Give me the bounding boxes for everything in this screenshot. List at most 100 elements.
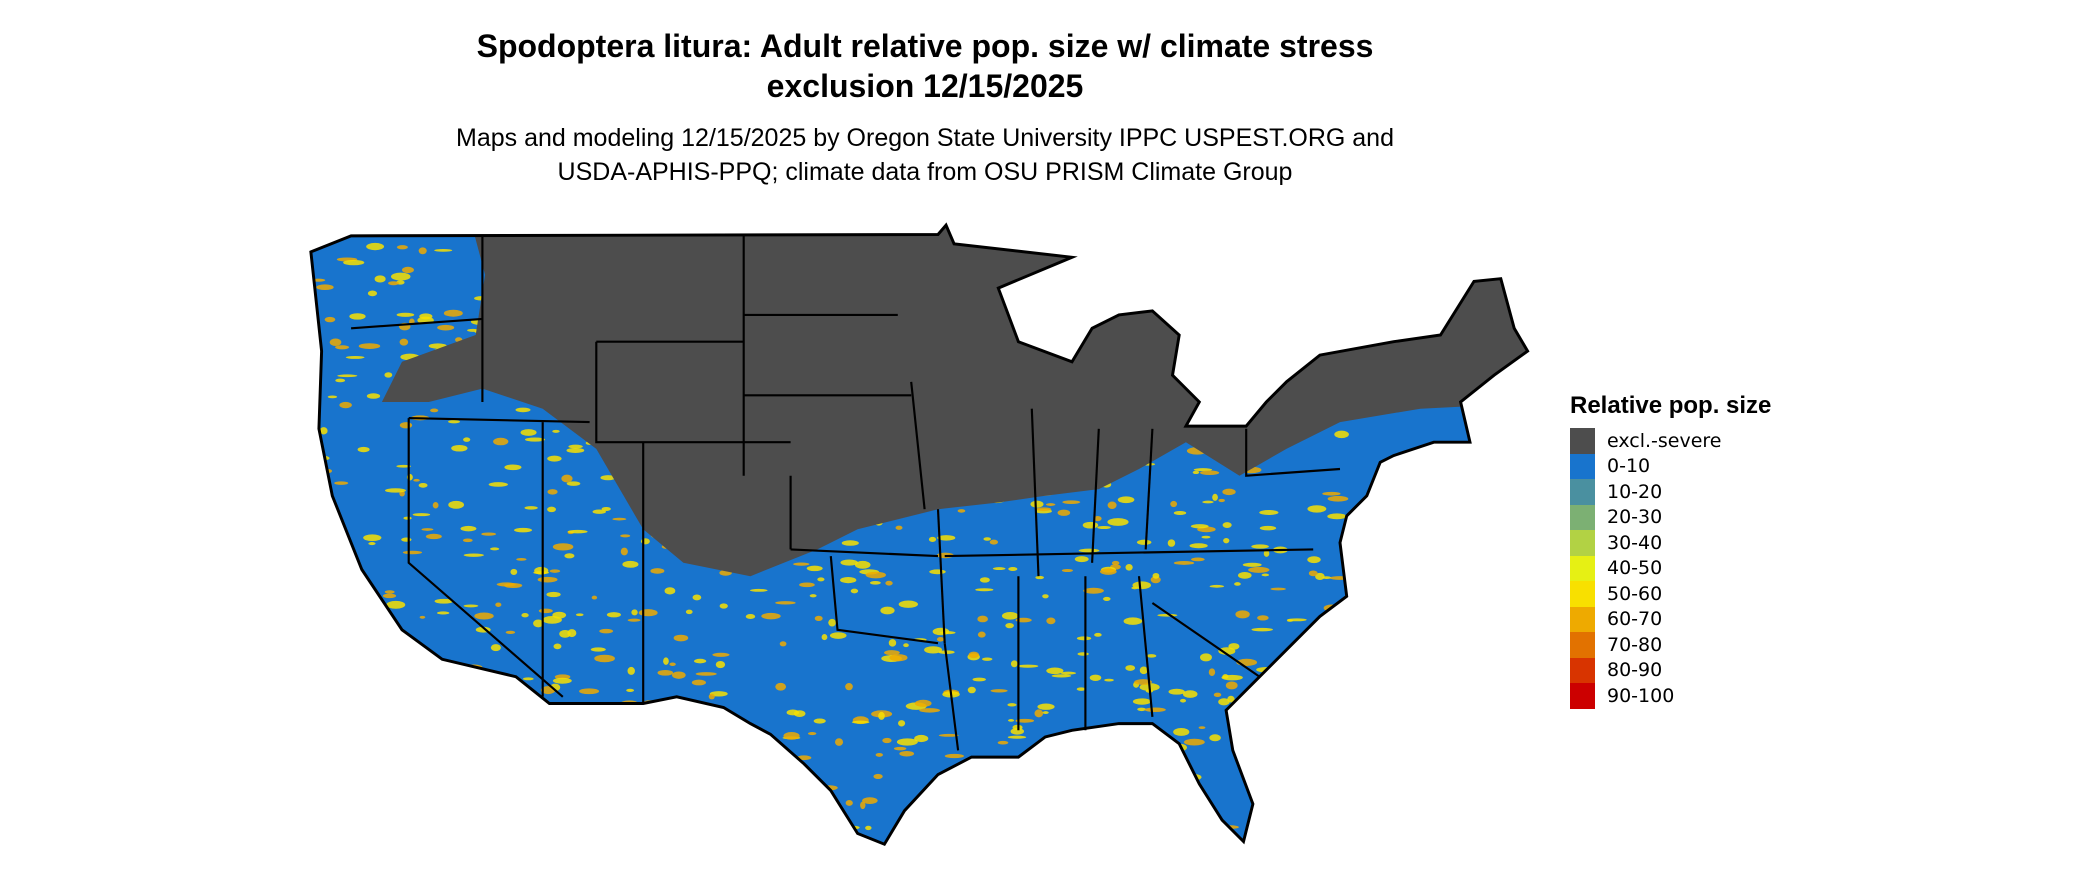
speckle [957, 509, 966, 513]
speckle [1141, 831, 1156, 838]
speckle [814, 615, 823, 622]
legend-swatch [1570, 453, 1595, 479]
speckle [941, 794, 950, 801]
speckle [865, 571, 887, 579]
speckle [1035, 575, 1045, 580]
speckle [1328, 747, 1347, 751]
speckle [784, 797, 791, 804]
speckle [807, 731, 817, 736]
speckle [467, 328, 479, 332]
speckle [414, 691, 436, 698]
speckle [1015, 617, 1032, 623]
speckle [1263, 550, 1270, 557]
speckle [1329, 576, 1351, 580]
speckle [809, 594, 817, 598]
speckle [1314, 759, 1332, 766]
speckle [319, 427, 328, 435]
speckle [602, 788, 619, 795]
speckle [311, 696, 333, 701]
speckle [830, 816, 839, 821]
speckle [818, 808, 825, 816]
speckle [562, 724, 571, 730]
speckle [1272, 698, 1285, 705]
speckle [657, 669, 674, 676]
speckle [1114, 823, 1129, 830]
speckle [342, 746, 351, 754]
state-line [1245, 428, 1341, 477]
speckle [311, 713, 331, 719]
speckle [1237, 571, 1252, 579]
speckle [1176, 287, 1182, 293]
speckle [1170, 500, 1178, 508]
speckle [1295, 280, 1310, 287]
speckle [429, 675, 450, 683]
speckle [1167, 539, 1176, 547]
speckle [775, 682, 787, 691]
speckle [939, 631, 956, 635]
speckle [606, 612, 621, 618]
state-line [407, 418, 564, 698]
speckle [882, 737, 892, 744]
speckle [564, 553, 575, 559]
speckle [1161, 270, 1172, 274]
speckle [875, 752, 883, 757]
speckle [919, 708, 940, 713]
speckle [1301, 670, 1314, 675]
speckle [659, 831, 667, 840]
speckle [1107, 518, 1129, 526]
speckle [1287, 618, 1307, 622]
speckle [494, 738, 501, 743]
speckle [821, 802, 837, 808]
speckle [418, 482, 428, 488]
speckle [977, 631, 986, 638]
speckle [1242, 562, 1262, 567]
speckle [1201, 535, 1211, 539]
speckle [468, 692, 477, 697]
speckle [1049, 342, 1071, 351]
speckle [813, 718, 826, 724]
speckle [644, 748, 651, 757]
speckle [603, 753, 623, 760]
speckle [359, 642, 374, 652]
speckle [989, 539, 998, 545]
speckle [1282, 293, 1294, 297]
speckle [599, 628, 614, 634]
speckle [1183, 338, 1196, 344]
speckle [382, 643, 405, 648]
speckle [1007, 719, 1015, 722]
speckle [695, 672, 717, 676]
legend-item: 60-70 [1570, 606, 1771, 632]
speckle [1139, 666, 1148, 675]
speckle [1089, 674, 1102, 681]
speckle [674, 835, 693, 840]
speckle [1322, 491, 1341, 496]
speckle [734, 789, 747, 795]
speckle [1327, 665, 1344, 671]
state-line [408, 417, 590, 424]
speckle [464, 768, 473, 774]
speckle [1137, 707, 1146, 712]
speckle [1057, 509, 1071, 516]
speckle [434, 683, 444, 688]
legend-swatch [1570, 504, 1595, 530]
legend-label: 10-20 [1607, 480, 1663, 503]
speckle [774, 834, 783, 842]
speckle [463, 604, 479, 608]
speckle [1082, 521, 1099, 529]
speckle [692, 594, 702, 601]
speckle [666, 750, 682, 756]
legend-swatch [1570, 657, 1595, 683]
speckle [1086, 831, 1101, 839]
speckle [589, 717, 600, 722]
speckle [357, 446, 370, 453]
speckle [1125, 564, 1133, 571]
speckle [1305, 243, 1318, 249]
speckle [1235, 610, 1250, 619]
legend-label: 50-60 [1607, 582, 1663, 605]
speckle [1152, 306, 1163, 310]
speckle [589, 818, 602, 823]
speckle [1189, 543, 1208, 549]
speckle [888, 639, 897, 647]
speckle [1218, 498, 1225, 503]
speckle [668, 815, 687, 819]
